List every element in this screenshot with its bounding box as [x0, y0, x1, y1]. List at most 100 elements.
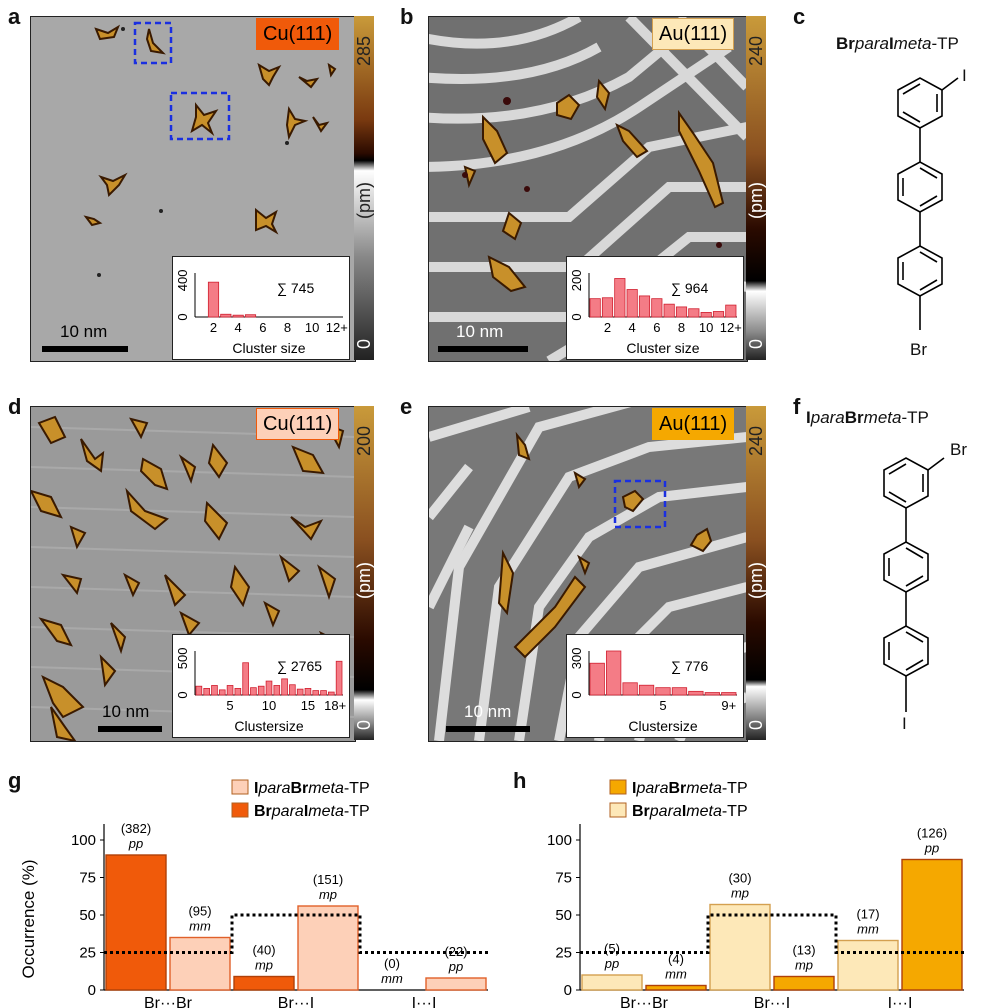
hist-xtick: 6: [653, 320, 660, 335]
colorbar-e: 240 (pm) 0: [746, 406, 766, 740]
chart-bar: [837, 939, 899, 991]
chart-bar-type: mp: [255, 958, 273, 973]
chart-bar-type: pp: [924, 841, 939, 856]
chart-ytick: 0: [88, 982, 96, 999]
chart-bar-count: (5): [604, 941, 620, 956]
chart-bar-type: mp: [319, 887, 337, 902]
colorbar-a: 285 (pm) 0: [354, 16, 374, 360]
chart-ytick: 50: [555, 907, 572, 924]
hist-xtick: 12+: [720, 320, 742, 335]
chart-legend-label: BrparaImeta-TP: [254, 803, 370, 820]
hist-bar: [250, 687, 257, 696]
chart-category-label: Br···I: [278, 995, 314, 1008]
histogram-inset-a: 400 0 2 4 6 8 10 12+ ∑ 745 Cluster size: [172, 256, 350, 360]
hist-ytick: 0: [175, 691, 190, 698]
colorbar-e-unit: (pm): [746, 562, 766, 600]
chart-bar-type: mp: [731, 886, 749, 901]
chart-bar-count: (382): [121, 821, 151, 836]
chart-category-label: Br···Br: [620, 995, 669, 1008]
hist-xtick: 4: [629, 320, 636, 335]
chart-bar-count: (95): [188, 904, 211, 919]
chart-bar-type: mm: [381, 971, 403, 986]
hist-bar: [226, 685, 234, 696]
hist-xtick: 8: [678, 320, 685, 335]
hist-bar: [244, 314, 257, 318]
hist-bar: [232, 314, 244, 318]
substituent-top-f: Br: [950, 440, 967, 459]
hist-bar: [688, 308, 700, 318]
hist-xlabel: Clustersize: [628, 718, 697, 734]
chart-legend-swatch: [231, 802, 249, 818]
hist-bar: [265, 680, 273, 696]
chart-ytick: 25: [555, 945, 572, 962]
hist-xtick: 18+: [324, 698, 346, 713]
chart-ytick: 25: [79, 945, 96, 962]
hist-xtick: 9+: [721, 698, 736, 713]
chart-legend-label: IparaBrmeta-TP: [254, 780, 370, 797]
chart-bar-type: mm: [857, 922, 879, 937]
hist-bar: [663, 303, 675, 318]
scale-label-e: 10 nm: [464, 702, 512, 721]
hist-bar: [638, 684, 655, 696]
hist-bar: [725, 304, 737, 318]
hist-xtick: 5: [226, 698, 233, 713]
chart-legend-swatch: [609, 779, 627, 795]
scale-bar-e: [446, 726, 530, 732]
chart-category-label: I···I: [412, 995, 437, 1008]
chart-ytick: 50: [79, 907, 96, 924]
colorbar-d-min: 0: [354, 720, 374, 731]
scale-label-b: 10 nm: [456, 322, 504, 341]
chart-bar-count: (126): [917, 826, 947, 841]
hist-bar: [614, 278, 626, 318]
hist-xtick: 2: [210, 320, 217, 335]
colorbar-a-unit: (pm): [354, 182, 374, 220]
colorbar-d-unit: (pm): [354, 562, 374, 600]
hist-bar: [281, 678, 288, 696]
colorbar-b-unit: (pm): [746, 182, 766, 220]
hist-bar: [195, 685, 203, 696]
chart-bar-type: pp: [604, 956, 619, 971]
panel-g-label: g: [8, 768, 22, 793]
hist-xlabel: Cluster size: [626, 340, 699, 356]
colorbar-b-max: 240: [746, 35, 766, 67]
chart-ytick: 100: [71, 832, 96, 849]
hist-xtick: 12+: [326, 320, 348, 335]
hist-bar: [700, 312, 712, 318]
chart-bar-type: mm: [665, 967, 687, 982]
hist-ytick: 200: [569, 269, 584, 291]
bar-chart-g: Occurrence (%)0255075100(382)pp(95)mm(40…: [19, 779, 488, 1008]
hist-bar: [312, 690, 320, 696]
hist-bar: [296, 688, 304, 696]
hist-bar: [273, 685, 281, 696]
chart-bar: [581, 974, 643, 991]
hist-bar: [601, 297, 614, 318]
hist-bar: [721, 692, 737, 696]
surface-badge-b: Au(111): [652, 18, 735, 50]
chart-bar-type: pp: [128, 836, 143, 851]
chart-bar-count: (0): [384, 956, 400, 971]
panel-h-label: h: [513, 768, 527, 793]
hist-xtick: 10: [262, 698, 276, 713]
colorbar-b: 240 (pm) 0: [746, 16, 766, 360]
hist-bar: [655, 687, 671, 696]
molecule-name-c: BrparaImeta-TP: [836, 34, 959, 53]
hist-bar: [207, 281, 220, 318]
chart-bar: [233, 975, 295, 991]
chart-bar: [297, 905, 359, 991]
colorbar-e-max: 240: [746, 425, 766, 457]
hist-xtick: 2: [604, 320, 611, 335]
chart-bar-count: (40): [252, 943, 275, 958]
stm-image-d: [30, 406, 356, 742]
histogram-inset-e: 300 0 5 9+ ∑ 776 Clustersize: [566, 634, 744, 738]
chart-ytick: 0: [564, 982, 572, 999]
hist-bar: [606, 650, 622, 696]
hist-bar: [704, 692, 720, 696]
hist-bar: [320, 690, 327, 696]
histogram-inset-b: 200 0 2 4 6 8 10 12+ ∑ 964 Cluster size: [566, 256, 744, 360]
hist-ytick: 400: [175, 269, 190, 291]
molecule-structure-f: [883, 457, 945, 712]
scale-bar-b: [438, 346, 528, 352]
hist-bar: [220, 313, 232, 318]
hist-xtick: 8: [284, 320, 291, 335]
